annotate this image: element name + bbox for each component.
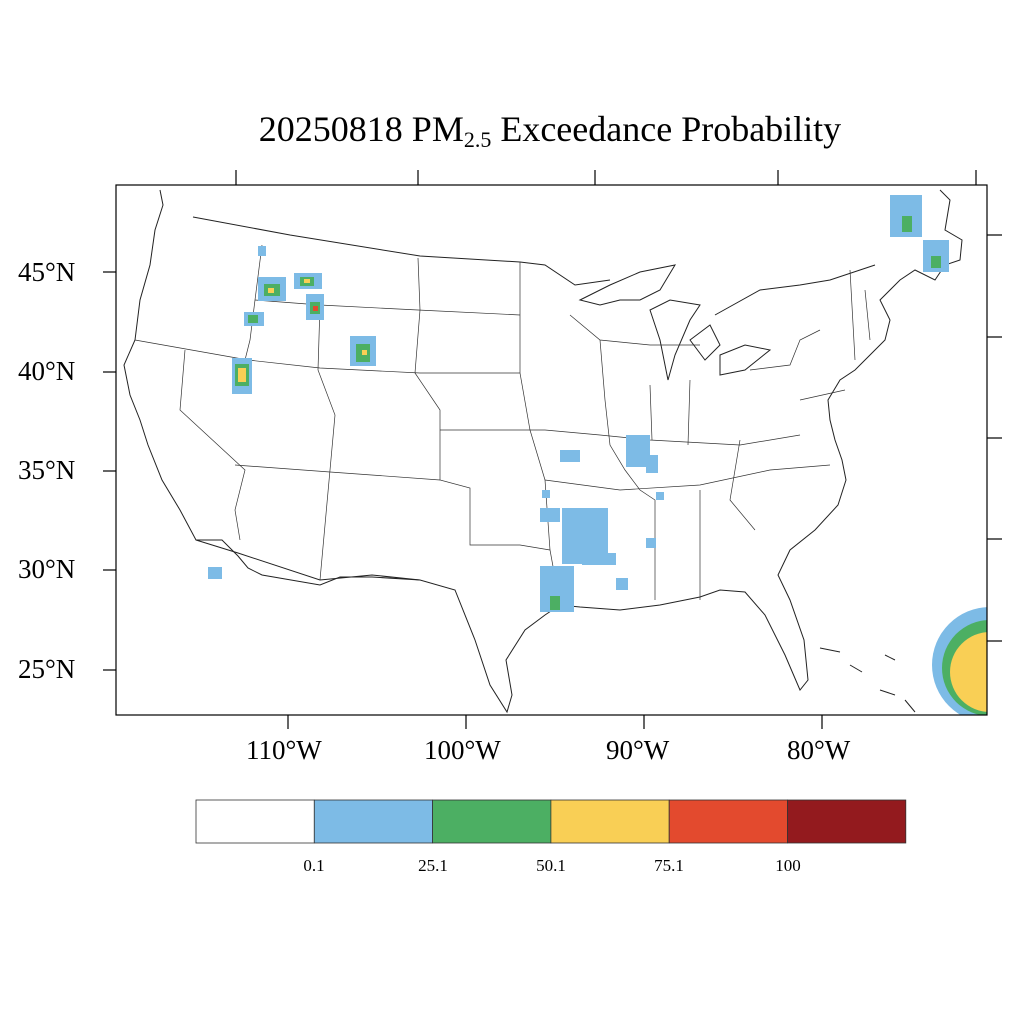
axis-ticks <box>103 170 1002 729</box>
lat-label-30: 30°N <box>18 554 76 584</box>
prob-area-texas-east <box>540 508 560 522</box>
prob-area-idaho-south-core <box>248 315 258 323</box>
lon-label-100: 100°W <box>424 735 501 765</box>
prob-area-idaho-peak <box>268 288 274 293</box>
prob-area-alabama <box>646 538 656 548</box>
prob-area-baja <box>208 567 222 579</box>
prob-area-new-brunswick-core <box>931 256 941 268</box>
colorbar-swatch-2 <box>432 799 552 844</box>
prob-area-tennessee <box>656 492 664 500</box>
lon-label-80: 80°W <box>787 735 851 765</box>
colorbar-swatch-5 <box>787 799 907 844</box>
prob-area-montana-peak <box>304 279 310 283</box>
canada-border <box>192 216 876 316</box>
map-title: 20250818 PM2.5 Exceedance Probability <box>258 109 842 152</box>
colorbar-swatch-0 <box>195 799 315 844</box>
probability-areas <box>208 195 987 715</box>
colorbar-label-3: 75.1 <box>654 856 684 875</box>
prob-area-texas-coast-core <box>550 596 560 610</box>
prob-area-quebec-core <box>902 216 912 232</box>
colorbar-label-1: 25.1 <box>418 856 448 875</box>
colorbar-swatch-4 <box>668 799 788 844</box>
colorbar <box>195 799 907 844</box>
colorbar-swatch-1 <box>313 799 433 844</box>
state-lines <box>134 244 871 606</box>
lon-label-110: 110°W <box>246 735 322 765</box>
prob-area-mississippi <box>582 553 616 565</box>
map-frame <box>115 184 988 716</box>
colorbar-label-2: 50.1 <box>536 856 566 875</box>
prob-area-arkansas <box>560 450 580 462</box>
lat-label-45: 45°N <box>18 257 76 287</box>
caribbean-islands <box>819 647 916 713</box>
prob-area-wyoming-nw-peak <box>313 306 318 311</box>
colorbar-label-4: 100 <box>775 856 801 875</box>
great-lakes <box>578 264 772 381</box>
prob-area-wyoming-central-peak <box>362 350 367 355</box>
lat-label-40: 40°N <box>18 356 76 386</box>
lat-label-25: 25°N <box>18 654 76 684</box>
colorbar-swatch-3 <box>550 799 670 844</box>
lat-label-35: 35°N <box>18 455 76 485</box>
prob-area-louisiana-south <box>616 578 628 590</box>
mexico-border <box>195 539 421 581</box>
prob-area-kentucky-border <box>646 455 658 473</box>
colorbar-label-0: 0.1 <box>303 856 325 875</box>
prob-area-oklahoma <box>542 490 550 498</box>
prob-area-atlantic-peak <box>950 632 987 712</box>
us-outline <box>123 189 963 714</box>
lon-label-90: 90°W <box>606 735 670 765</box>
prob-area-idaho-north <box>258 246 266 256</box>
prob-area-utah-peak <box>238 368 246 382</box>
